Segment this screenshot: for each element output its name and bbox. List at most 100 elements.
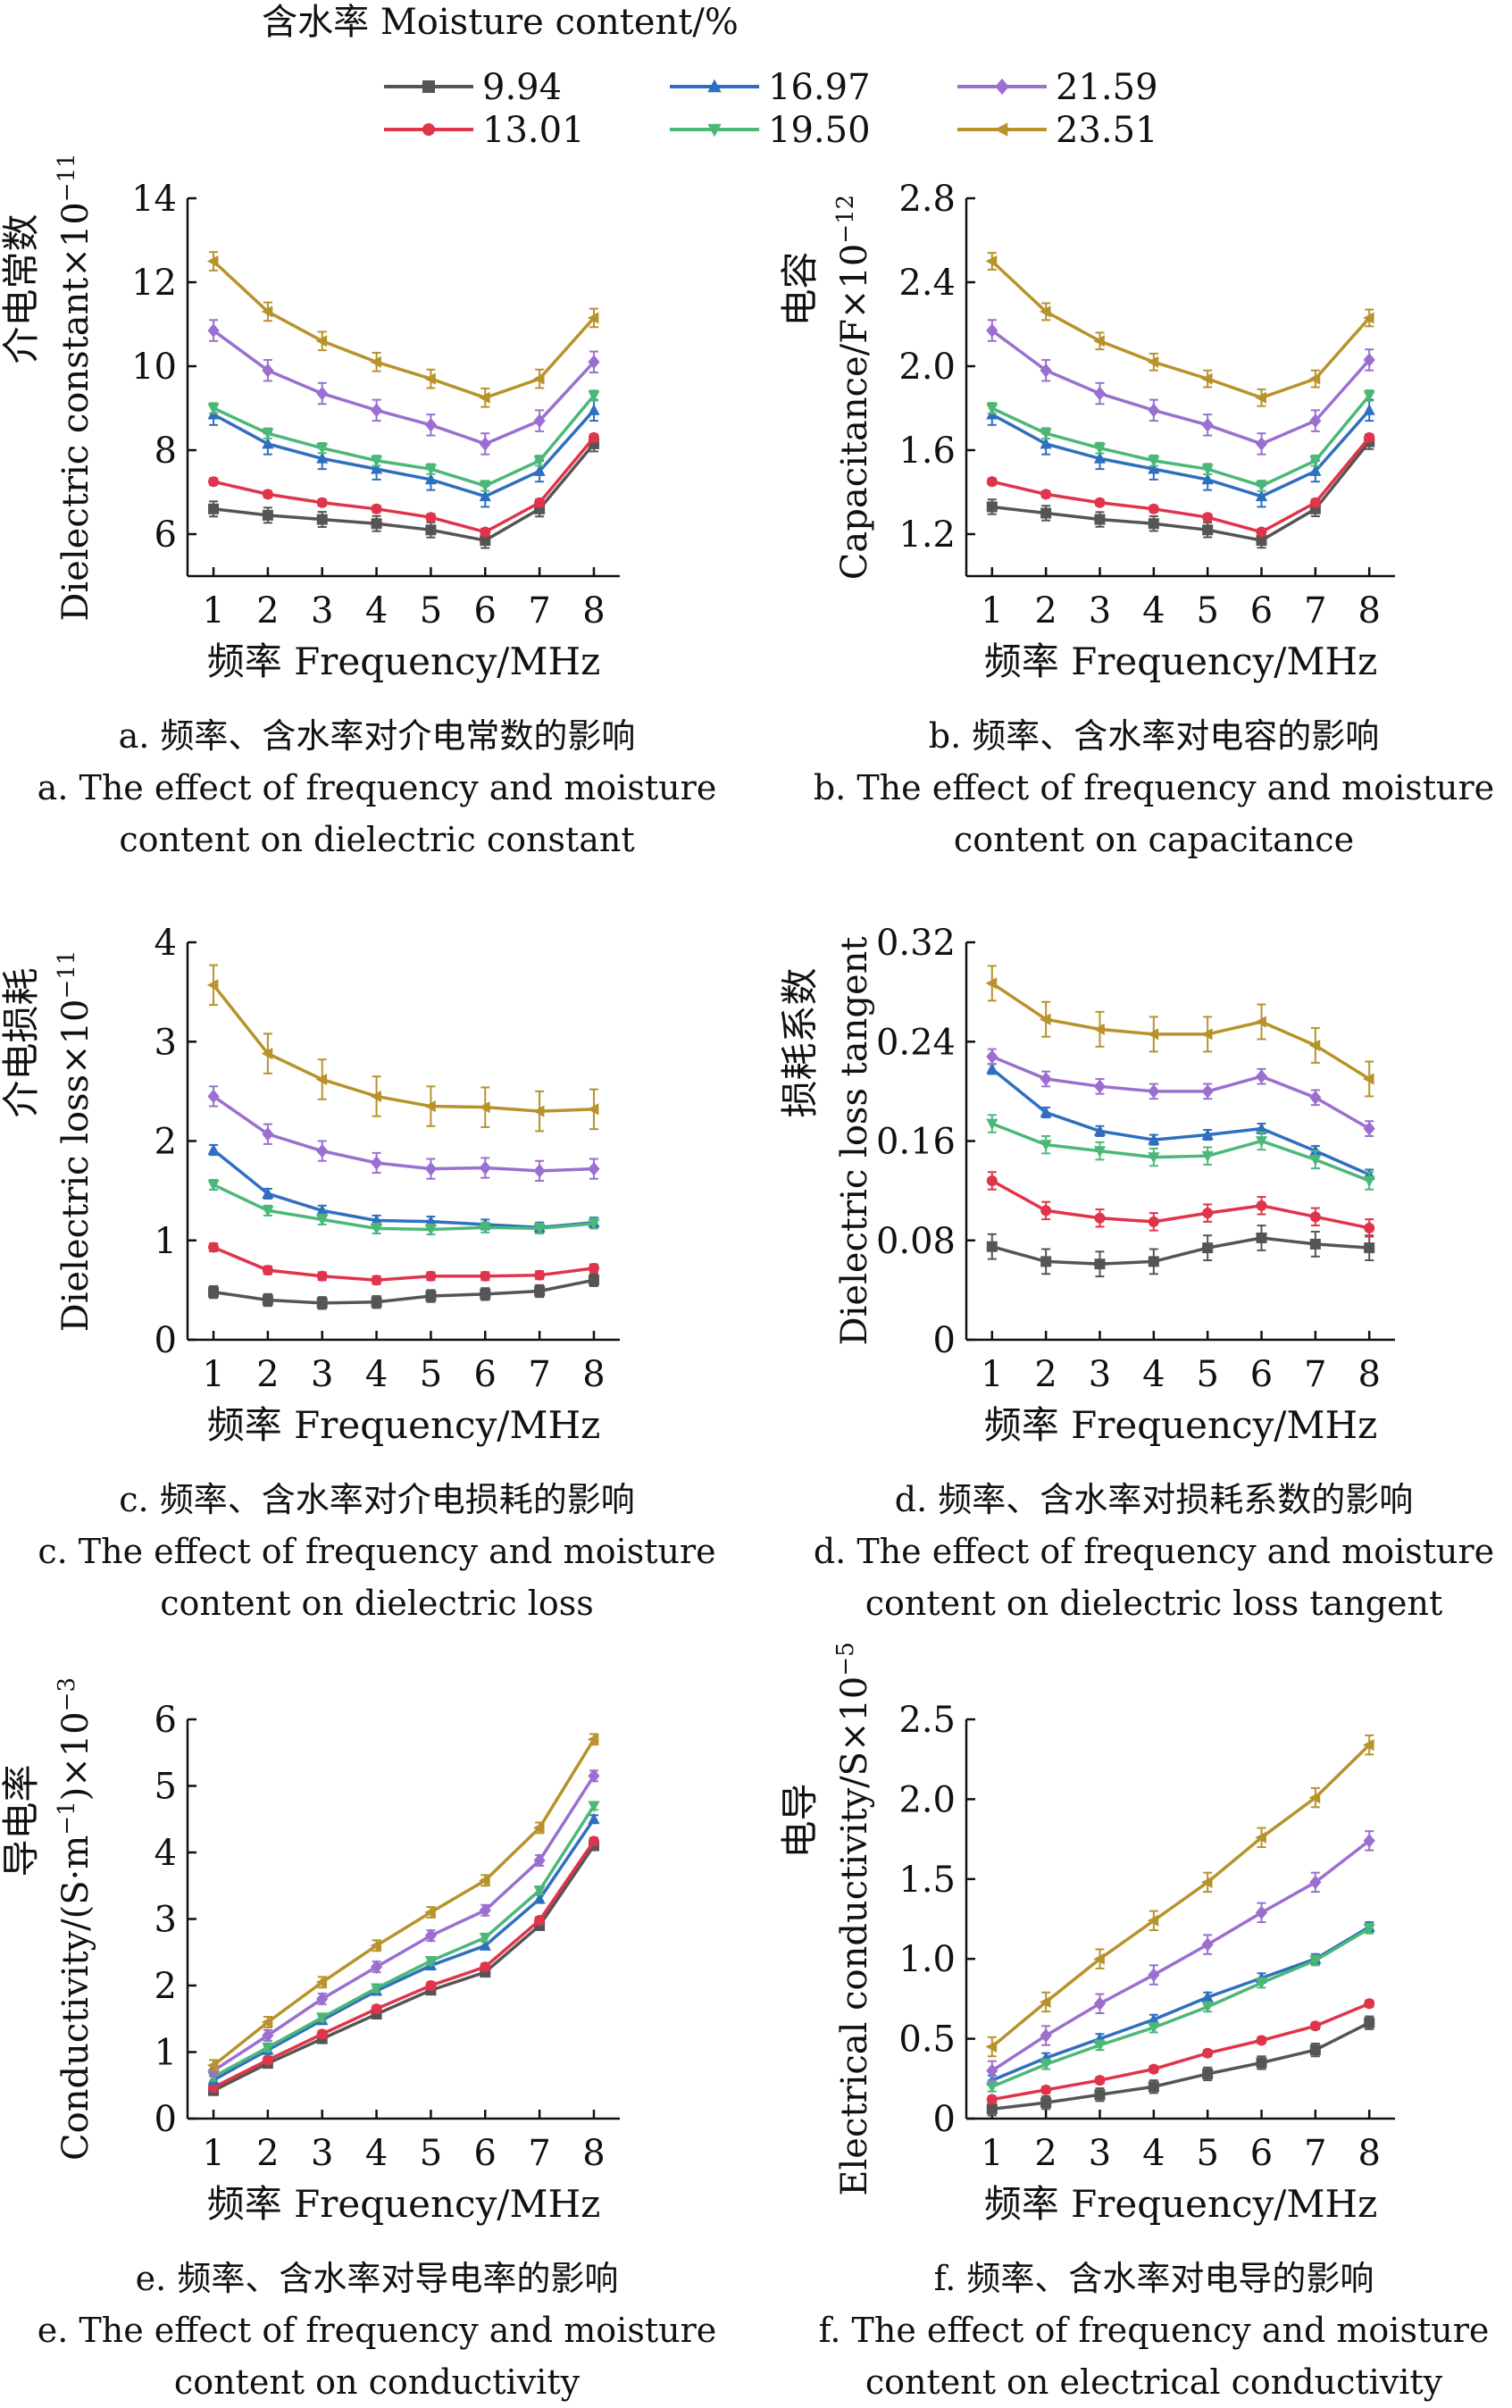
- y-axis-label-cn: 导电率: [0, 1764, 43, 1877]
- caption-en-line1-d: d. The effect of frequency and moisture: [813, 1532, 1495, 1571]
- caption-en-line2-b: content on capacitance: [953, 820, 1355, 859]
- data-point: [1148, 1084, 1160, 1099]
- data-point: [587, 312, 599, 324]
- data-point: [1256, 2035, 1267, 2046]
- data-point: [588, 1275, 599, 1286]
- data-point: [262, 1294, 273, 1306]
- series-line: [213, 442, 596, 542]
- data-point: [479, 1903, 491, 1918]
- data-point: [1202, 1208, 1214, 1219]
- data-point: [1093, 1952, 1105, 1965]
- x-tick-label: 2: [1034, 590, 1057, 631]
- legend-label: 21.59: [1056, 67, 1158, 108]
- data-point: [1363, 404, 1375, 415]
- data-point: [316, 1992, 329, 2006]
- data-point: [1309, 1955, 1322, 1968]
- data-point: [986, 1175, 998, 1186]
- data-point: [479, 1222, 491, 1234]
- x-axis-label: 频率 Frequency/MHz: [984, 1403, 1377, 1447]
- data-point: [1202, 512, 1214, 523]
- y-axis-label-cn: 介电损耗: [0, 967, 43, 1117]
- data-point: [986, 501, 998, 513]
- y-axis-label-en: Capacitance/F×10−12: [832, 195, 875, 580]
- data-point: [424, 472, 438, 485]
- legend-marker-triangle-down: [707, 123, 722, 138]
- data-point: [1363, 1175, 1375, 1188]
- data-point: [1309, 1238, 1321, 1250]
- series-23.51: [985, 252, 1374, 407]
- data-point: [262, 437, 274, 449]
- y-tick-label: 0.08: [876, 1221, 956, 1262]
- series-21.59: [986, 319, 1375, 456]
- series-line: [990, 1067, 1370, 1176]
- data-point: [533, 464, 546, 476]
- x-tick-label: 4: [1142, 590, 1165, 631]
- data-point: [1040, 437, 1052, 449]
- x-tick-label: 5: [1196, 2133, 1218, 2174]
- x-tick-label: 3: [1089, 2133, 1111, 2174]
- data-point: [1093, 335, 1105, 347]
- chart-panel-b: 1.2 1.6 2.0 2.4 2.8 1 2 3 4 5 6 7 8 频率 Frequency/MHz 电…: [778, 179, 1395, 683]
- y-tick-label: 0.16: [876, 1122, 956, 1163]
- data-point: [206, 2059, 219, 2071]
- data-point: [1094, 497, 1106, 508]
- data-point: [370, 1983, 383, 1995]
- data-point: [1364, 1222, 1375, 1233]
- data-point: [370, 1090, 381, 1103]
- data-point: [479, 1939, 491, 1951]
- x-tick-label: 4: [365, 1354, 388, 1395]
- x-tick-label: 8: [1357, 590, 1380, 631]
- data-point: [1308, 1039, 1321, 1052]
- data-point: [262, 428, 274, 440]
- data-point: [371, 503, 382, 514]
- data-point: [532, 1105, 545, 1117]
- data-point: [1309, 1154, 1322, 1166]
- series-line: [990, 329, 1371, 446]
- x-tick-label: 1: [202, 590, 224, 631]
- data-point: [425, 524, 437, 536]
- x-tick-label: 4: [365, 590, 388, 631]
- x-tick-label: 3: [1089, 1354, 1111, 1395]
- legend-label: 19.50: [768, 110, 871, 151]
- data-point: [1256, 1232, 1267, 1243]
- x-tick-label: 2: [256, 2133, 279, 2174]
- x-tick-label: 2: [1034, 2133, 1057, 2174]
- data-point: [371, 518, 382, 530]
- data-point: [986, 323, 998, 338]
- data-point: [533, 456, 546, 467]
- data-point: [207, 1180, 220, 1191]
- caption-en-line2-a: content on dielectric constant: [119, 820, 635, 859]
- data-point: [1148, 456, 1160, 467]
- series-line: [990, 982, 1371, 1081]
- legend-entry-19.50: 19.50: [670, 110, 871, 151]
- x-tick-label: 2: [1034, 1354, 1057, 1395]
- data-point: [370, 1156, 383, 1170]
- x-tick-label: 1: [981, 590, 1003, 631]
- x-axis-label: 频率 Frequency/MHz: [984, 2182, 1377, 2226]
- data-point: [208, 1286, 220, 1298]
- data-point: [1309, 2020, 1321, 2032]
- data-point: [1093, 443, 1107, 455]
- data-point: [588, 1812, 600, 1825]
- series-19.50: [207, 1178, 600, 1236]
- data-point: [370, 462, 383, 474]
- data-point: [587, 1103, 599, 1116]
- data-point: [261, 305, 273, 318]
- y-tick-label: 1.0: [898, 1939, 956, 1980]
- legend-marker-triangle-left: [994, 122, 1008, 137]
- y-axis-label-en: Electrical conductivity/S×10−5: [832, 1642, 875, 2195]
- legend-title: 含水率 Moisture content/%: [262, 2, 739, 43]
- data-point: [206, 979, 219, 991]
- data-point: [1201, 1937, 1214, 1952]
- data-point: [1148, 2022, 1160, 2035]
- data-point: [588, 1161, 600, 1176]
- chart-panel-d: 0 0.08 0.16 0.24 0.32 1 2 3 4 5 6 7 8 频率 Frequency/MH…: [778, 923, 1395, 1447]
- data-point: [424, 1225, 438, 1236]
- x-tick-label: 7: [1304, 1354, 1326, 1395]
- y-tick-label: 4: [155, 923, 177, 964]
- data-point: [207, 323, 220, 338]
- data-point: [1040, 1205, 1052, 1217]
- data-point: [1148, 1256, 1159, 1267]
- series-13.01: [986, 1171, 1375, 1238]
- series-13.01: [208, 1242, 599, 1286]
